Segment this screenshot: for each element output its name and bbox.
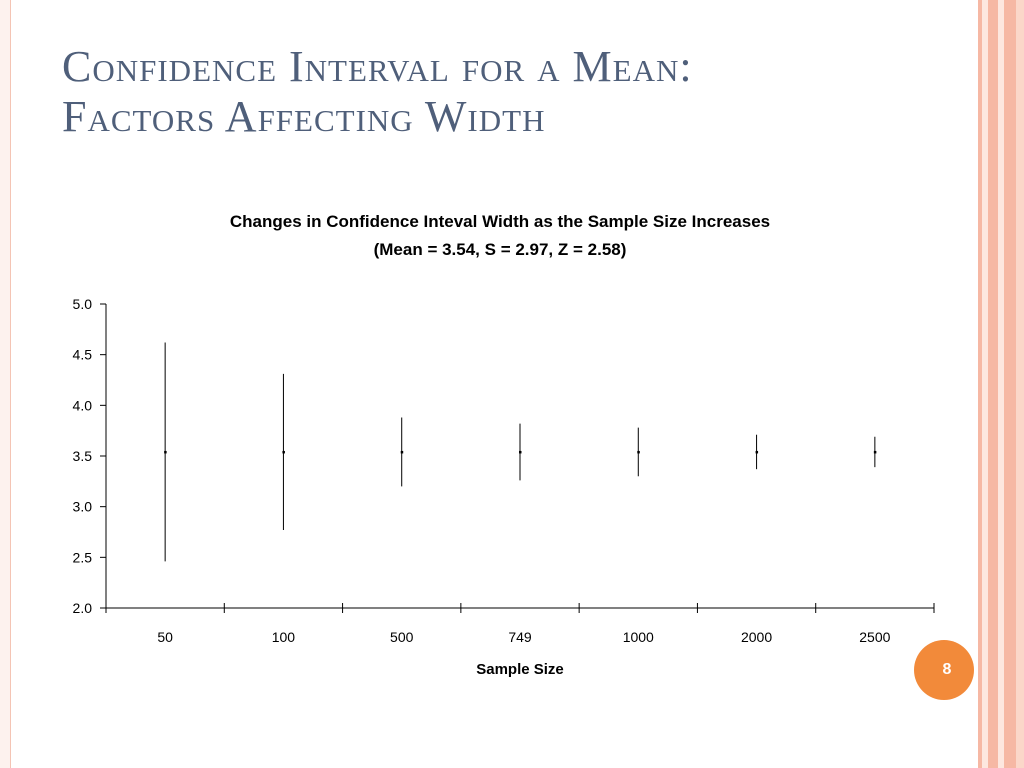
y-tick-label: 4.5	[73, 347, 93, 363]
y-tick-label: 5.0	[73, 296, 93, 312]
decorative-stripes	[978, 0, 1024, 768]
chart-title: Changes in Confidence Inteval Width as t…	[229, 212, 771, 231]
mean-point	[873, 450, 877, 454]
mean-point	[637, 450, 640, 454]
y-tick-label: 2.5	[73, 549, 93, 565]
x-tick-label: 1000	[623, 629, 654, 645]
x-tick-label: 749	[508, 629, 532, 645]
mean-point	[519, 450, 522, 454]
y-tick-label: 3.0	[73, 499, 93, 515]
x-axis-title: Sample Size	[476, 661, 564, 678]
x-tick-label: 500	[390, 629, 414, 645]
mean-point	[164, 450, 167, 454]
x-tick-label: 100	[272, 629, 296, 645]
mean-point	[400, 450, 404, 454]
x-tick-label: 2000	[741, 629, 772, 645]
slide-left-border	[0, 0, 11, 768]
page-number-badge	[914, 640, 974, 700]
slide-title: Confidence Interval for a Mean: Factors …	[62, 42, 942, 142]
mean-point	[282, 450, 285, 454]
x-tick-label: 2500	[859, 629, 890, 645]
page-number: 8	[942, 661, 952, 678]
x-tick-label: 50	[157, 629, 173, 645]
slide-title-line-1: Confidence Interval for a Mean:	[62, 42, 693, 91]
chart-subtitle: (Mean = 3.54, S = 2.97, Z = 2.58)	[373, 240, 627, 259]
y-tick-label: 3.5	[73, 448, 93, 464]
slide-title-line-2: Factors Affecting Width	[62, 92, 546, 141]
y-tick-label: 2.0	[73, 600, 93, 616]
mean-point	[755, 450, 759, 454]
y-tick-label: 4.0	[73, 397, 93, 413]
